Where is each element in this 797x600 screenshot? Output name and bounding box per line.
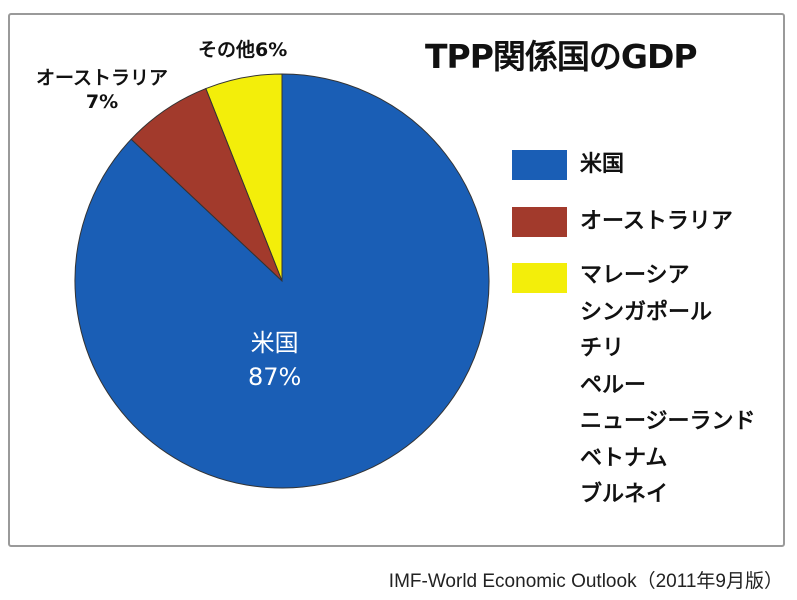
slice-label-other: その他6% [198,39,288,61]
legend-label-other: マレーシア シンガポール チリ ペルー ニュージーランド ベトナム ブルネイ [580,258,756,514]
source-note: IMF-World Economic Outlook（2011年9月版） [388,571,783,592]
legend-country: ブルネイ [580,482,669,507]
slice-label-australia-name: オーストラリア [36,67,169,89]
legend-country: ペルー [580,372,647,398]
legend-country: シンガポール [580,299,713,325]
legend-country: ベトナム [580,445,668,471]
legend-swatch-australia [512,207,567,237]
legend-country: ニュージーランド [580,409,756,434]
legend-country: チリ [580,336,625,361]
legend-swatch-other [512,263,567,293]
slice-label-us-name: 米国 [250,329,299,357]
legend-label-australia: オーストラリア [580,209,733,234]
slice-label-us-pct: 87% [248,363,302,391]
chart-frame [8,13,785,547]
legend-swatch-us [512,150,567,180]
pie-slice-米国 [74,73,490,489]
legend-label-us: 米国 [580,152,625,177]
slice-label-australia-pct: 7% [85,91,119,113]
slice-label-australia: オーストラリア 7% [36,66,168,114]
legend-country: マレーシア [580,263,690,288]
chart-title: TPP関係国のGDP [425,37,698,76]
slice-label-us: 米国 87% [248,326,301,394]
